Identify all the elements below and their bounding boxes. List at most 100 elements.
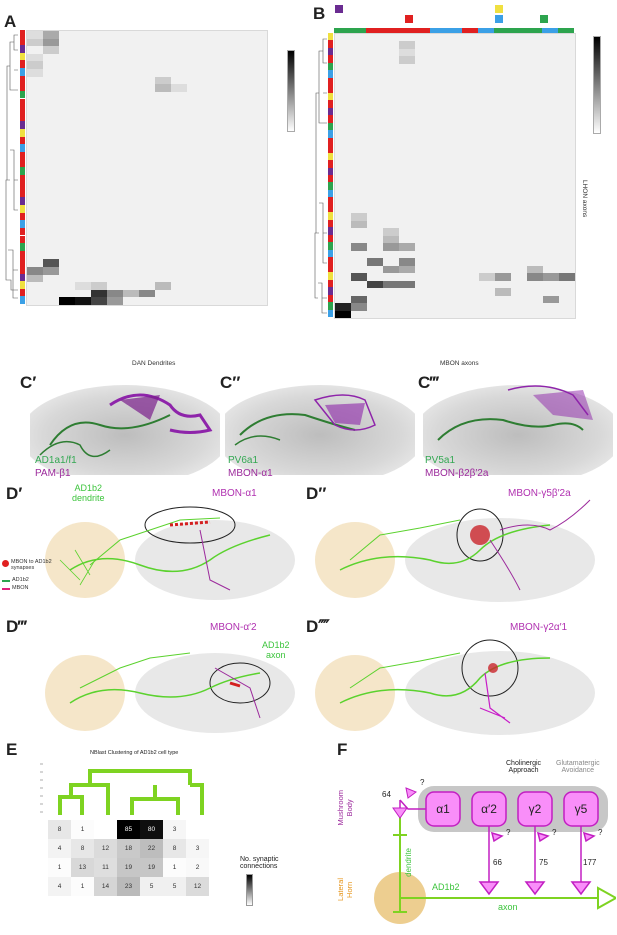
panel-a-dendrogram xyxy=(5,30,19,304)
heatmap-b-cell xyxy=(399,48,415,57)
ad1b2-legend-label: AD1b2 xyxy=(12,577,29,583)
legend-swatch xyxy=(540,15,548,23)
matrix-cell: 8 xyxy=(163,839,186,858)
panel-a-colorbar-ticks xyxy=(296,50,310,134)
panel-c2-image xyxy=(225,375,415,475)
panel-letter-c1: C′ xyxy=(20,373,37,392)
panel-b-row-labels xyxy=(576,33,606,317)
matrix-cell: 2 xyxy=(186,858,209,877)
heatmap-a-cell xyxy=(107,297,123,305)
mbon-legend-label: MBON xyxy=(12,585,29,591)
nt-swatch-top xyxy=(526,28,542,33)
heatmap-b-cell xyxy=(351,243,367,251)
panel-letter-c3: C‴ xyxy=(418,373,439,392)
heatmap-b-cell xyxy=(399,280,415,289)
panel-c1-label-1: AD1a1/f1 xyxy=(35,455,77,466)
panel-d2-image xyxy=(310,490,615,610)
panel-e-dendrogram xyxy=(40,763,210,815)
matrix-cell: 12 xyxy=(94,839,117,858)
heatmap-b-cell xyxy=(543,273,559,281)
nt-swatch xyxy=(20,83,25,91)
nt-swatch xyxy=(328,287,333,295)
heatmap-b-cell xyxy=(335,303,351,311)
panel-f-num-left: 64 xyxy=(382,790,391,799)
heatmap-a-cell xyxy=(123,289,139,298)
nt-swatch xyxy=(20,159,25,167)
nt-swatch xyxy=(20,121,25,129)
panel-e-legend-ticks xyxy=(254,872,268,906)
nt-swatch xyxy=(328,257,333,265)
panel-d3-title: MBON-α′2 xyxy=(210,622,257,633)
panel-e-column-labels xyxy=(48,898,210,930)
nt-swatch xyxy=(328,130,333,138)
heatmap-a-cell xyxy=(171,84,187,92)
matrix-cell: 3 xyxy=(163,820,186,839)
panel-a-xlabel: DAN Dendrites xyxy=(132,360,176,367)
nt-swatch xyxy=(20,52,25,61)
heatmap-b-cell xyxy=(367,258,383,266)
nt-swatch xyxy=(20,212,25,221)
panel-d-legend: MBON to AD1b2 synapses AD1b2 MBON xyxy=(2,559,52,610)
matrix-cell: 4 xyxy=(48,839,71,858)
heatmap-a-cell xyxy=(155,84,171,92)
panel-f-cholinergic-label: Cholinergic Approach xyxy=(506,760,542,774)
heatmap-b-cell xyxy=(367,280,383,289)
nt-swatch xyxy=(20,227,25,236)
panel-f-axon-label: axon xyxy=(498,902,518,912)
nt-swatch xyxy=(328,197,333,205)
panel-f-dendrite-label: dendrite xyxy=(404,848,413,877)
nt-swatch xyxy=(20,144,25,152)
matrix-cell: 1 xyxy=(71,820,94,839)
matrix-cell: 4 xyxy=(48,877,71,896)
nt-swatch xyxy=(20,68,25,76)
panel-f-diagram: α1 α′2 γ2 γ5 64 66 75 177 ? ? ? ? dendri… xyxy=(348,770,617,930)
nt-swatch xyxy=(20,37,25,46)
synapse-legend-label: MBON to AD1b2 synapses xyxy=(11,559,52,571)
nt-swatch xyxy=(20,60,25,69)
heatmap-b-cell xyxy=(351,295,367,304)
panel-f-question-4: ? xyxy=(598,828,603,837)
panel-b-neurotransmitter-strip-top xyxy=(334,28,574,33)
nt-swatch-top xyxy=(430,28,446,33)
nt-swatch xyxy=(328,55,333,63)
nt-swatch-top xyxy=(366,28,382,33)
panel-letter-c2: C″ xyxy=(220,373,241,392)
nt-swatch xyxy=(20,189,25,198)
heatmap-a-cell xyxy=(91,297,107,305)
heatmap-a-cell xyxy=(91,282,107,290)
heatmap-b-cell xyxy=(495,288,511,296)
heatmap-a-cell xyxy=(155,282,171,290)
panel-letter-d2: D″ xyxy=(306,484,327,503)
legend-swatch xyxy=(335,5,343,13)
nt-swatch xyxy=(20,45,25,53)
matrix-cell: 80 xyxy=(140,820,163,839)
legend-swatch xyxy=(495,15,503,23)
nt-swatch xyxy=(328,242,333,250)
heatmap-a-cell xyxy=(139,289,155,298)
panel-letter-d1: D′ xyxy=(6,484,23,503)
nt-swatch xyxy=(20,182,25,190)
heatmap-b-cell xyxy=(399,41,415,49)
panel-e-matrix: 8 1 85 80 3 4 8 12 18 22 8 3 1 13 11 19 19 1 2 4 1 14 23 5 5 12 xyxy=(48,820,210,896)
heatmap-a-cell xyxy=(43,46,59,54)
matrix-cell: 5 xyxy=(163,877,186,896)
heatmap-b-cell xyxy=(383,280,399,289)
nt-swatch xyxy=(20,75,25,84)
heatmap-b-cell xyxy=(383,235,399,244)
nt-swatch-top xyxy=(494,28,510,33)
matrix-cell: 12 xyxy=(186,877,209,896)
nt-swatch xyxy=(20,90,25,99)
panel-c2-label-2: MBON-α1 xyxy=(228,468,273,479)
panel-f-question-2: ? xyxy=(506,828,511,837)
heatmap-a-cell xyxy=(155,76,171,85)
nt-swatch xyxy=(20,265,25,274)
heatmap-b-cell xyxy=(383,243,399,251)
panel-f-num-c3: 75 xyxy=(539,858,548,867)
panel-d3-axon-label: AD1b2 axon xyxy=(262,640,290,660)
panel-f-glutamatergic-label: Glutamatergic Avoidance xyxy=(556,760,600,774)
nt-swatch xyxy=(328,294,333,303)
panel-f-compartment-g5: γ5 xyxy=(574,802,588,816)
nt-swatch xyxy=(20,296,25,304)
heatmap-b-cell xyxy=(351,303,367,311)
heatmap-b-cell xyxy=(383,228,399,236)
